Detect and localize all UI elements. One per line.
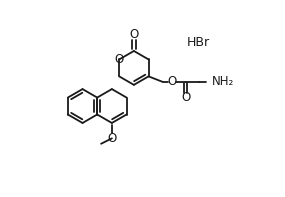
Text: O: O (167, 75, 176, 88)
Text: O: O (115, 53, 124, 66)
Text: O: O (181, 91, 190, 104)
Text: HBr: HBr (186, 36, 209, 49)
Text: O: O (129, 28, 139, 41)
Text: O: O (107, 132, 117, 145)
Text: NH₂: NH₂ (212, 75, 234, 88)
